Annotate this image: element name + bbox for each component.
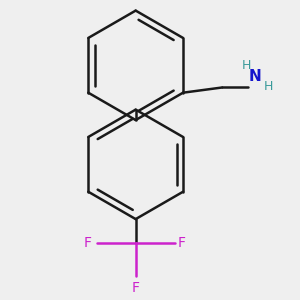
Text: H: H (264, 80, 273, 93)
Text: H: H (242, 59, 252, 72)
Text: F: F (83, 236, 92, 250)
Text: F: F (177, 236, 185, 250)
Text: F: F (132, 281, 140, 295)
Text: N: N (248, 69, 261, 84)
